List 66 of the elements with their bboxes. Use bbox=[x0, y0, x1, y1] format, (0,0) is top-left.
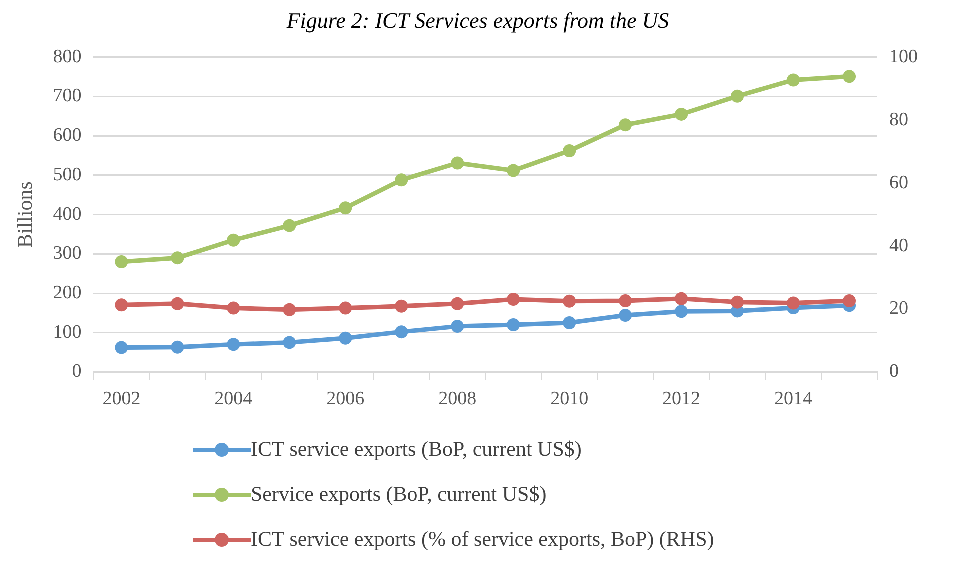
point bbox=[451, 156, 464, 170]
point bbox=[843, 70, 856, 84]
point bbox=[619, 118, 632, 132]
point bbox=[787, 74, 800, 87]
point bbox=[227, 234, 240, 247]
x-tick-label: 2008 bbox=[438, 388, 477, 410]
point bbox=[339, 332, 352, 345]
y2-tick-label: 20 bbox=[890, 298, 908, 320]
point bbox=[115, 298, 128, 312]
point bbox=[451, 320, 464, 334]
point bbox=[283, 336, 296, 350]
y-tick-label: 0 bbox=[72, 361, 82, 382]
point bbox=[619, 294, 632, 308]
point bbox=[563, 294, 576, 308]
point bbox=[339, 302, 352, 315]
y-tick-label: 400 bbox=[53, 204, 82, 225]
x-tick-label: 2002 bbox=[102, 388, 141, 410]
point bbox=[395, 326, 408, 339]
chart-title: Figure 2: ICT Services exports from the US bbox=[286, 8, 670, 34]
y2-tick-label: 0 bbox=[890, 361, 899, 382]
point bbox=[563, 316, 576, 330]
point bbox=[787, 296, 800, 310]
legend-label: Service exports (BoP, current US$) bbox=[251, 482, 547, 507]
x-tick-label: 2006 bbox=[326, 388, 365, 410]
y-tick-label: 700 bbox=[53, 86, 82, 107]
y-tick-label: 200 bbox=[53, 282, 82, 304]
point bbox=[563, 144, 576, 158]
y2-tick-label: 60 bbox=[890, 172, 908, 194]
point bbox=[507, 318, 520, 332]
point bbox=[339, 202, 352, 215]
y-tick-label: 300 bbox=[53, 243, 82, 264]
legend-label: ICT service exports (BoP, current US$) bbox=[251, 437, 582, 462]
y2-tick-label: 40 bbox=[890, 235, 908, 256]
point bbox=[675, 108, 688, 121]
legend-label: ICT service exports (% of service exports, BoP) (RHS) bbox=[251, 527, 714, 552]
point bbox=[283, 303, 296, 316]
y2-tick-label: 80 bbox=[890, 109, 908, 130]
point bbox=[731, 296, 744, 309]
y-tick-label: 100 bbox=[53, 322, 82, 343]
point bbox=[283, 219, 296, 232]
y2-tick-label: 100 bbox=[890, 46, 918, 68]
point bbox=[115, 341, 128, 354]
x-tick-label: 2014 bbox=[774, 388, 814, 410]
point bbox=[171, 340, 184, 354]
point bbox=[507, 164, 520, 178]
point bbox=[619, 309, 632, 322]
y-tick-label: 500 bbox=[53, 164, 82, 186]
point bbox=[675, 292, 688, 306]
point bbox=[227, 338, 240, 352]
x-tick-label: 2010 bbox=[550, 388, 589, 410]
y-axis-title: Billions bbox=[13, 182, 38, 248]
point bbox=[227, 302, 240, 315]
point bbox=[843, 294, 856, 308]
point bbox=[451, 297, 464, 310]
y-tick-label: 600 bbox=[53, 125, 82, 146]
y-tick-label: 800 bbox=[53, 46, 82, 68]
point bbox=[395, 174, 408, 187]
point bbox=[171, 252, 184, 265]
point bbox=[115, 256, 128, 269]
x-tick-label: 2012 bbox=[662, 388, 701, 410]
point bbox=[395, 300, 408, 313]
point bbox=[675, 305, 688, 318]
point bbox=[171, 297, 184, 310]
point bbox=[731, 90, 744, 103]
point bbox=[507, 292, 520, 306]
x-tick-label: 2004 bbox=[214, 388, 254, 410]
